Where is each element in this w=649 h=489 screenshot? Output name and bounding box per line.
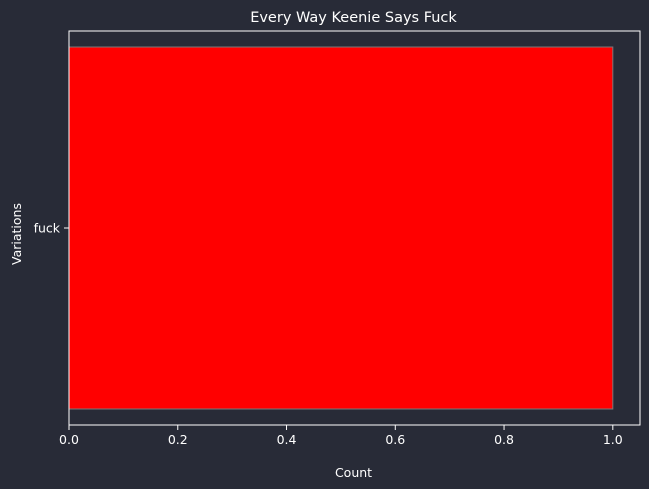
x-tick-label: 0.0 [59, 432, 79, 447]
x-tick-label: 0.8 [494, 432, 514, 447]
bar-fuck [68, 46, 614, 410]
y-tick-label: fuck [34, 221, 61, 236]
plot-area: fuck 0.0 0.2 0.4 0.6 0.8 1.0 [34, 30, 641, 447]
x-tick-label: 1.0 [603, 432, 623, 447]
axes-frame [68, 30, 641, 426]
x-tick-label: 0.6 [385, 432, 405, 447]
chart-title: Every Way Keenie Says Fuck [250, 10, 457, 26]
x-tick-label: 0.2 [168, 432, 188, 447]
x-axis-label: Count [335, 465, 372, 480]
y-axis-label: Variations [9, 203, 24, 265]
x-tick-label: 0.4 [277, 432, 297, 447]
